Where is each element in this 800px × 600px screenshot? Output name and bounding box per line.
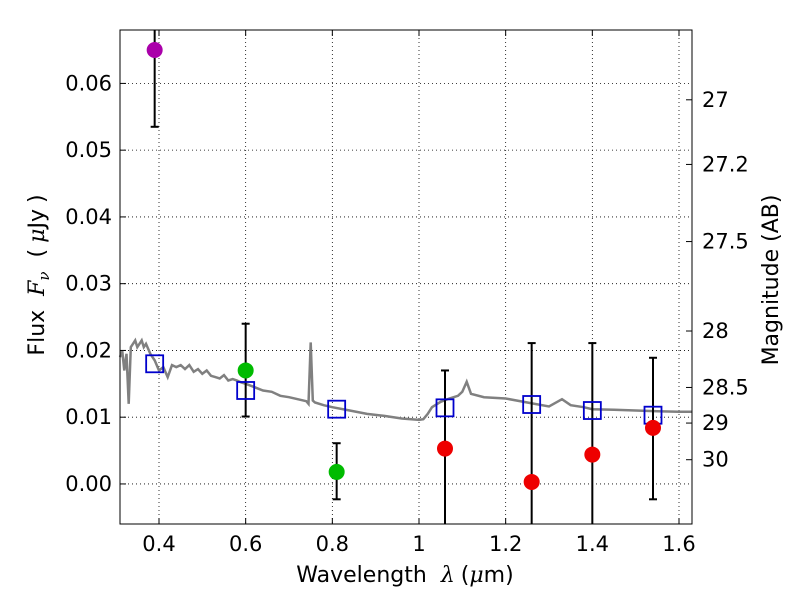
model-photometry-square	[145, 354, 165, 374]
plot-frame	[119, 29, 693, 525]
x-tick-label: 1.4	[576, 532, 609, 556]
observed-flux-point	[437, 440, 453, 457]
axis-ticks: 0.4 0.6 0.8 1 1.2 1.4 1.6 0.00 0.01 0.02 0.03 0.04 0…	[65, 30, 749, 556]
x-axis-label: Wavelength λ (μm)	[296, 563, 513, 588]
x-tick-label: 1.6	[662, 532, 695, 556]
magnitude-tick-label: 27.5	[702, 230, 749, 254]
model-photometry-square	[435, 398, 455, 418]
model-photometry-square	[582, 401, 602, 420]
sed-model-line	[118, 337, 692, 422]
observed-flux-point	[523, 473, 540, 490]
magnitude-tick-label: 28	[702, 319, 729, 343]
magnitude-axis-label: Magnitude (AB)	[759, 195, 784, 366]
magnitude-tick-label: 30	[702, 448, 729, 472]
x-tick-label: 0.8	[316, 532, 349, 556]
magnitude-tick-label: 27	[702, 88, 729, 112]
sed-model-curve	[118, 337, 692, 422]
model-photometry-square	[236, 381, 256, 400]
x-tick-label: 0.6	[229, 532, 262, 556]
y-tick-label: 0.06	[65, 71, 112, 95]
x-tick-label: 1	[412, 532, 425, 556]
observed-flux-point	[146, 42, 163, 59]
magnitude-tick-label: 28.5	[702, 375, 749, 399]
model-photometry-squares	[145, 354, 663, 425]
y-tick-label: 0.04	[65, 205, 112, 229]
x-tick-label: 0.4	[142, 532, 175, 556]
y-tick-label: 0.05	[65, 138, 112, 162]
y-tick-label: 0.01	[65, 405, 112, 429]
y-tick-label: 0.02	[65, 338, 112, 362]
observed-flux-point	[645, 419, 661, 436]
observed-flux-point	[328, 463, 345, 480]
y-tick-label: 0.03	[65, 272, 112, 296]
y-tick-label: 0.00	[65, 472, 112, 496]
model-photometry-square	[327, 399, 347, 419]
magnitude-tick-label: 29	[702, 411, 729, 435]
error-bars	[150, 30, 657, 524]
observed-flux-point	[237, 362, 254, 379]
x-tick-label: 1.2	[489, 532, 522, 556]
grid-lines	[120, 30, 692, 524]
magnitude-tick-label: 27.2	[702, 152, 749, 176]
y-axis-label: FluxFν(μJy)	[25, 194, 53, 355]
observed-flux-points	[146, 42, 661, 490]
observed-flux-point	[584, 446, 601, 463]
model-photometry-square	[522, 395, 542, 414]
